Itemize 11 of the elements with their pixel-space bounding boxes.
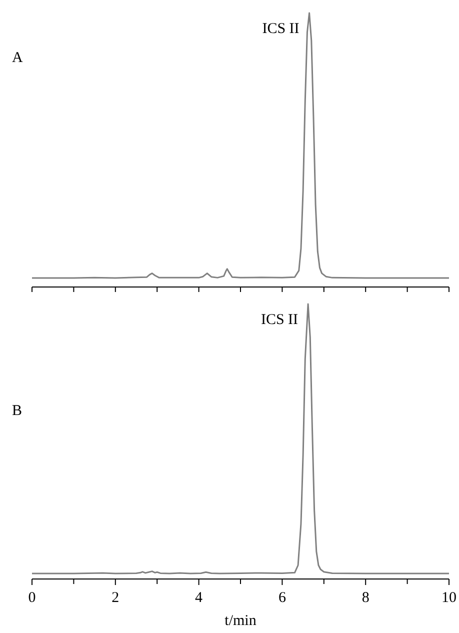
x-axis-title: t/min <box>224 613 257 629</box>
x-tick-label: 0 <box>28 590 36 606</box>
annotation: ICS II <box>262 21 300 37</box>
x-tick-label: 6 <box>278 590 286 606</box>
x-tick-label: 4 <box>195 590 204 606</box>
text: B <box>12 403 22 419</box>
text: A <box>12 50 23 66</box>
x-tick-label: 2 <box>112 590 120 606</box>
x-tick-label: 10 <box>442 590 456 606</box>
x-tick-label: 8 <box>362 590 370 606</box>
annotation: ICS II <box>260 312 298 328</box>
